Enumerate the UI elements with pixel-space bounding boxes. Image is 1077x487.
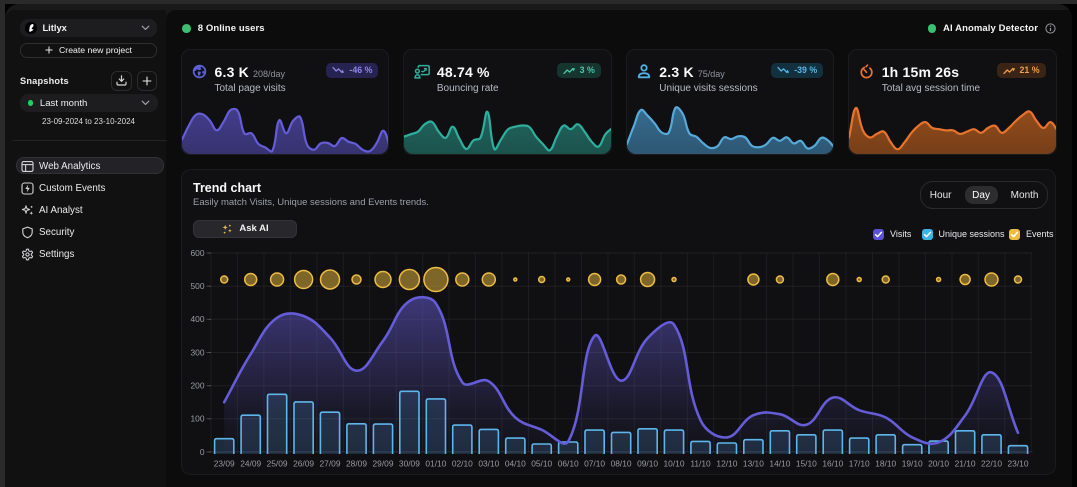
svg-text:10/10: 10/10 [664, 459, 685, 469]
svg-text:0: 0 [200, 447, 205, 457]
svg-text:27/09: 27/09 [320, 459, 341, 469]
svg-text:26/09: 26/09 [293, 459, 314, 469]
svg-text:24/09: 24/09 [240, 459, 261, 469]
svg-text:25/09: 25/09 [267, 459, 288, 469]
svg-text:300: 300 [191, 347, 205, 357]
svg-text:22/10: 22/10 [981, 459, 1002, 469]
svg-text:23/09: 23/09 [214, 459, 235, 469]
svg-text:09/10: 09/10 [637, 459, 658, 469]
svg-text:15/10: 15/10 [796, 459, 817, 469]
svg-text:12/10: 12/10 [716, 459, 737, 469]
svg-text:02/10: 02/10 [452, 459, 473, 469]
svg-text:03/10: 03/10 [478, 459, 499, 469]
svg-text:07/10: 07/10 [584, 459, 605, 469]
svg-text:30/09: 30/09 [399, 459, 420, 469]
svg-text:200: 200 [191, 381, 205, 391]
svg-text:28/09: 28/09 [346, 459, 367, 469]
svg-text:400: 400 [191, 314, 205, 324]
svg-text:500: 500 [191, 281, 205, 291]
svg-text:23/10: 23/10 [1008, 459, 1029, 469]
svg-text:18/10: 18/10 [875, 459, 896, 469]
svg-text:20/10: 20/10 [928, 459, 949, 469]
svg-text:04/10: 04/10 [505, 459, 526, 469]
svg-text:14/10: 14/10 [769, 459, 790, 469]
svg-text:600: 600 [191, 248, 205, 258]
svg-text:16/10: 16/10 [822, 459, 843, 469]
svg-text:13/10: 13/10 [743, 459, 764, 469]
svg-text:21/10: 21/10 [955, 459, 976, 469]
svg-text:17/10: 17/10 [849, 459, 870, 469]
svg-text:100: 100 [191, 414, 205, 424]
svg-text:05/10: 05/10 [531, 459, 552, 469]
svg-text:19/10: 19/10 [902, 459, 923, 469]
svg-text:29/09: 29/09 [373, 459, 394, 469]
svg-text:08/10: 08/10 [611, 459, 632, 469]
svg-text:06/10: 06/10 [558, 459, 579, 469]
svg-text:01/10: 01/10 [425, 459, 446, 469]
svg-text:11/10: 11/10 [690, 459, 711, 469]
